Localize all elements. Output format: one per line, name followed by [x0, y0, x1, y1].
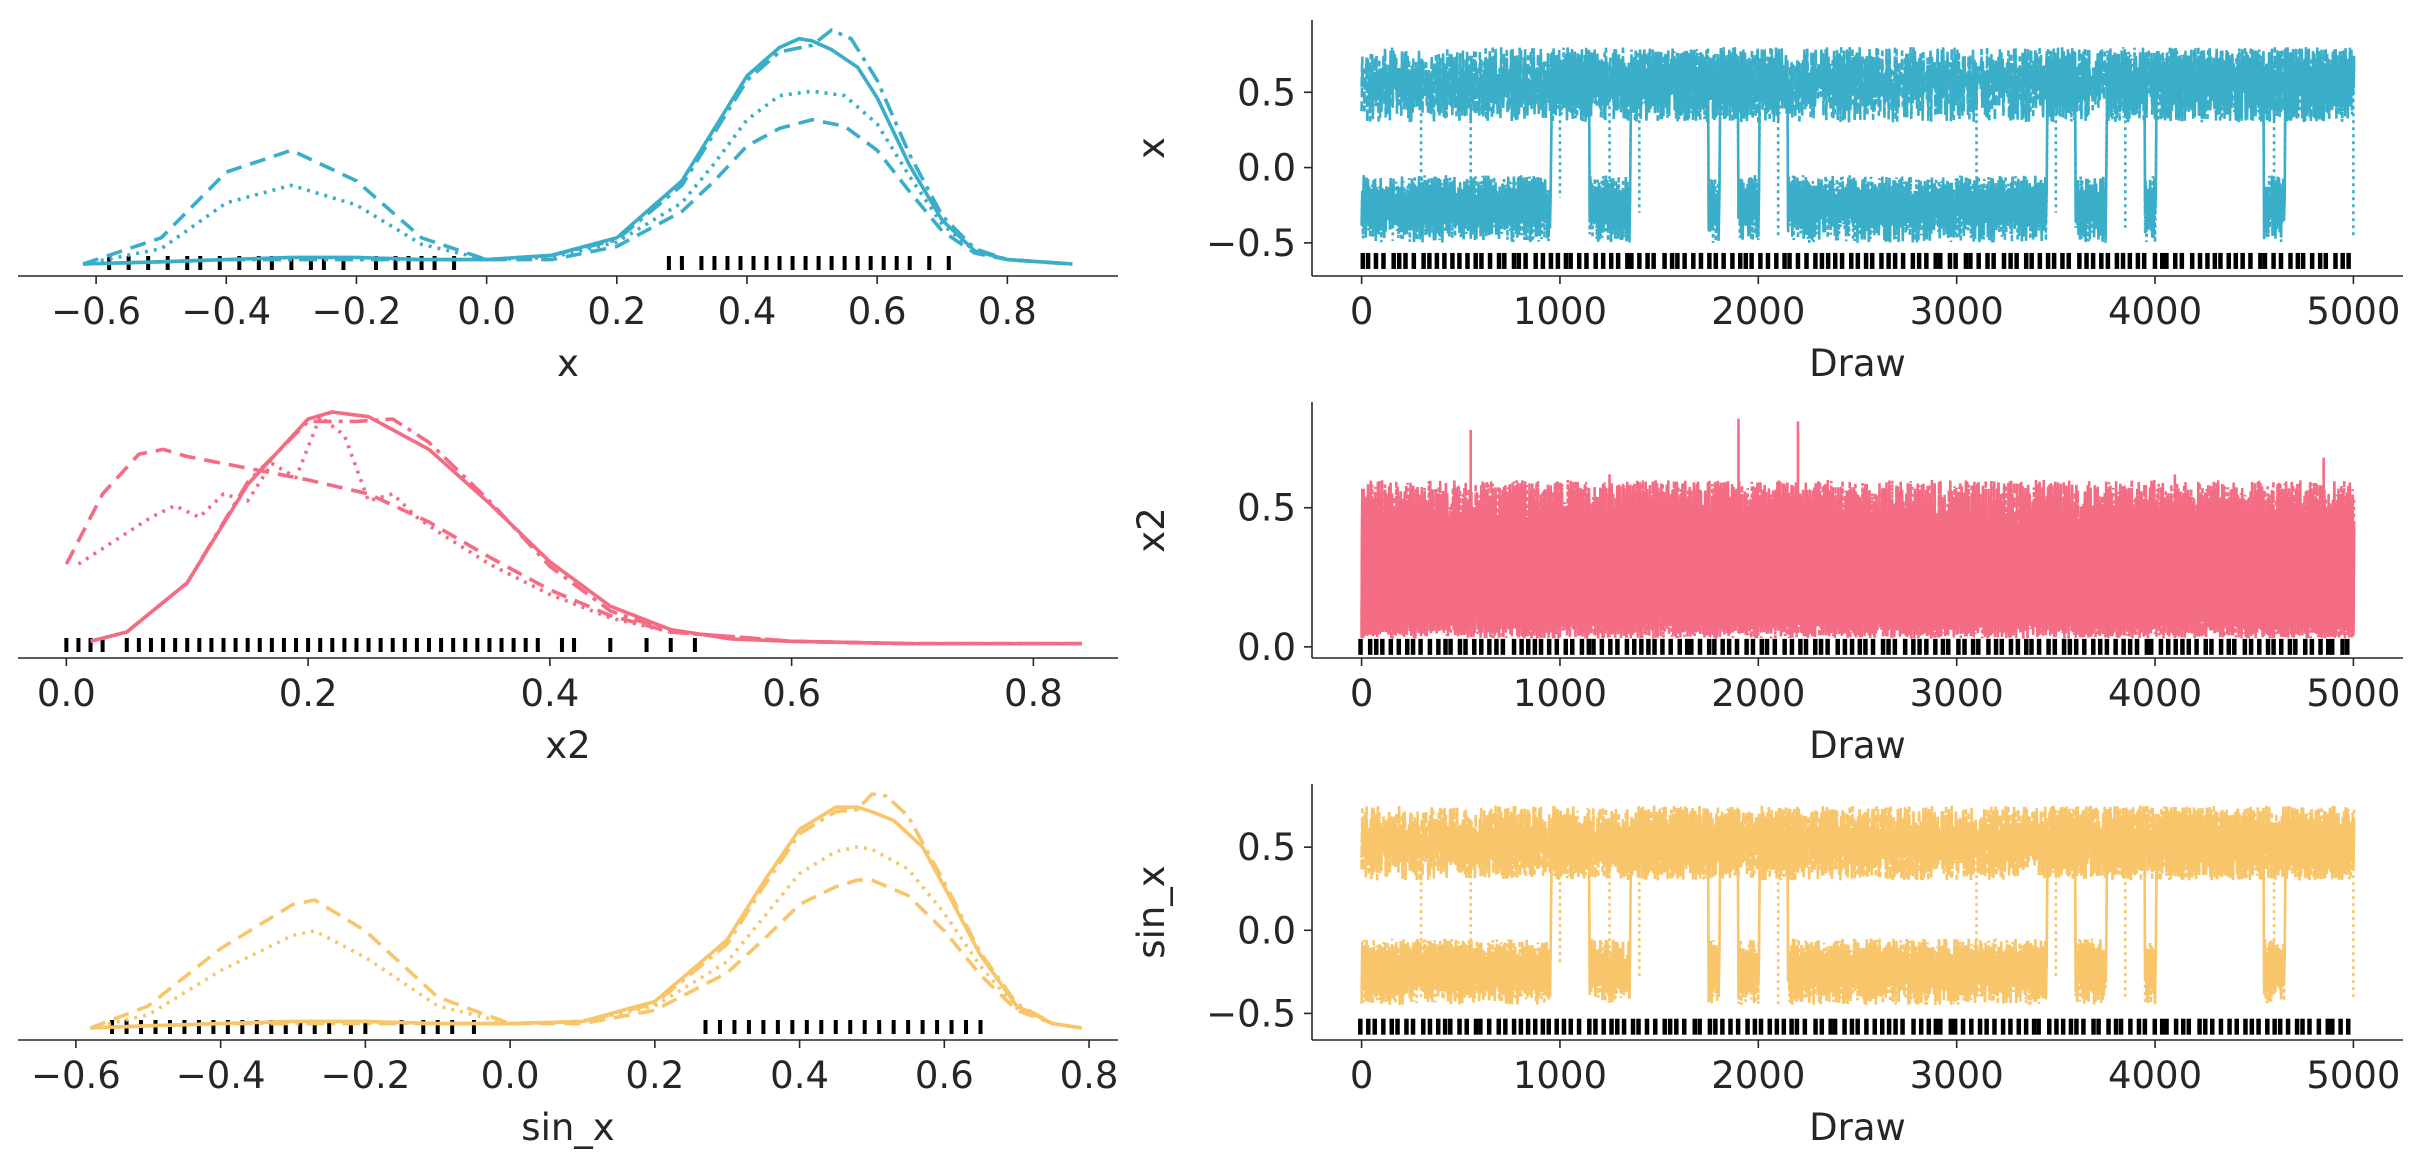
trace-lines — [1360, 418, 2356, 639]
y-tick-label: 0.5 — [1237, 71, 1296, 114]
x-tick-label: 0.6 — [762, 672, 821, 715]
x-axis-label-draw: Draw — [1809, 1106, 1906, 1149]
x-tick-label: 1000 — [1513, 1054, 1607, 1097]
x-tick-label: 0.0 — [457, 290, 516, 333]
x-tick-label: −0.4 — [181, 290, 271, 333]
x-tick-label: 0.2 — [625, 1054, 684, 1097]
x-tick-label: 4000 — [2108, 1054, 2202, 1097]
x-tick-label: −0.2 — [312, 290, 402, 333]
kde-line-chain-1 — [90, 410, 1082, 646]
y-tick-label: 0.0 — [1237, 147, 1296, 190]
x-tick-label: 3000 — [1910, 290, 2004, 333]
x-tick-label: −0.4 — [176, 1054, 266, 1097]
x-tick-label: 0.4 — [770, 1054, 829, 1097]
x-tick-label: 0.4 — [520, 672, 579, 715]
x-tick-label: 0.2 — [587, 290, 646, 333]
x-tick-label: 2000 — [1711, 1054, 1805, 1097]
x-axis-label-draw: Draw — [1809, 724, 1906, 767]
x-tick-label: 3000 — [1910, 672, 2004, 715]
x-tick-label: 0.6 — [848, 290, 907, 333]
x-tick-label: 5000 — [2306, 672, 2400, 715]
x-tick-label: 0.6 — [915, 1054, 974, 1097]
x-tick-label: 0.2 — [279, 672, 338, 715]
x-tick-label: 1000 — [1513, 290, 1607, 333]
y-tick-label: −0.5 — [1206, 222, 1296, 265]
x-tick-label: 3000 — [1910, 1054, 2004, 1097]
x-tick-label: 0.4 — [718, 290, 777, 333]
trace-lines — [1360, 805, 2356, 1006]
x-tick-label: −0.2 — [320, 1054, 410, 1097]
x-tick-label: 2000 — [1711, 672, 1805, 715]
rug-marks — [1358, 1018, 2351, 1035]
trace-panel-sin-x: 0 1000 2000 3000 4000 5000 −0.5 0.0 0.5 Draw sin_x — [1130, 784, 2403, 1149]
x-tick-label: 4000 — [2108, 672, 2202, 715]
kde-line-chain-2 — [83, 28, 1073, 266]
x-tick-label: −0.6 — [31, 1054, 121, 1097]
y-tick-label: 0.0 — [1237, 626, 1296, 669]
x-axis-label-x2: x2 — [545, 724, 590, 767]
trace-line-chain-4 — [1360, 805, 2356, 881]
x-tick-label: 0 — [1350, 1054, 1374, 1097]
trace-line-chain-3 — [1360, 47, 2356, 243]
x-tick-label: 0.0 — [37, 672, 96, 715]
kde-line-chain-2 — [90, 417, 1082, 646]
density-panel-sin-x: −0.6 −0.4 −0.2 0.0 0.2 0.4 0.6 0.8 sin_x — [18, 792, 1119, 1149]
x-axis-label-sin-x: sin_x — [521, 1106, 614, 1149]
kde-line-chain-3 — [89, 845, 1083, 1030]
x-tick-label: 2000 — [1711, 290, 1805, 333]
x-tick-label: 0 — [1350, 672, 1374, 715]
x-tick-label: 0.8 — [1060, 1054, 1119, 1097]
trace-line-chain-4 — [1360, 47, 2356, 123]
x-tick-label: 5000 — [2306, 290, 2400, 333]
x-tick-label: 0.0 — [481, 1054, 540, 1097]
x-tick-label: 0.8 — [978, 290, 1037, 333]
kde-line-chain-1 — [90, 805, 1083, 1030]
y-axis-label-x: x — [1130, 137, 1173, 159]
x-axis-label-draw: Draw — [1809, 342, 1906, 385]
x-tick-label: 0 — [1350, 290, 1374, 333]
x-tick-label: −0.6 — [51, 290, 141, 333]
trace-panel-x2: 0 1000 2000 3000 4000 5000 0.0 0.5 Draw x2 — [1130, 402, 2403, 767]
rug-marks — [64, 638, 697, 652]
density-panel-x: −0.6 −0.4 −0.2 0.0 0.2 0.4 0.6 0.8 x — [18, 28, 1118, 385]
density-panel-x2: 0.0 0.2 0.4 0.6 0.8 x2 — [18, 410, 1118, 767]
trace-lines — [1360, 47, 2356, 243]
y-tick-label: 0.0 — [1237, 909, 1296, 952]
kde-line-chain-2 — [90, 792, 1083, 1030]
kde-line-chain-4 — [89, 878, 1083, 1030]
x-tick-label: 1000 — [1513, 672, 1607, 715]
trace-line-chain-4 — [1360, 480, 2356, 639]
rug-marks — [1360, 252, 2351, 269]
x-tick-label: 4000 — [2108, 290, 2202, 333]
kde-line-chain-1 — [83, 36, 1073, 266]
kde-line-chain-3 — [82, 89, 1073, 266]
y-axis-label-x2: x2 — [1130, 507, 1173, 552]
y-tick-label: 0.5 — [1237, 826, 1296, 869]
x-tick-label: 0.8 — [1004, 672, 1063, 715]
y-tick-label: 0.5 — [1237, 487, 1296, 530]
kde-line-chain-4 — [64, 447, 1082, 646]
y-axis-label-sin-x: sin_x — [1130, 865, 1173, 958]
trace-panel-x: 0 1000 2000 3000 4000 5000 −0.5 0.0 0.5 Draw x — [1130, 20, 2403, 385]
x-tick-label: 5000 — [2306, 1054, 2400, 1097]
rug-marks — [1358, 638, 2350, 655]
x-axis-label-x: x — [557, 342, 579, 385]
y-tick-label: −0.5 — [1206, 992, 1296, 1035]
kde-line-chain-3 — [77, 414, 1082, 646]
